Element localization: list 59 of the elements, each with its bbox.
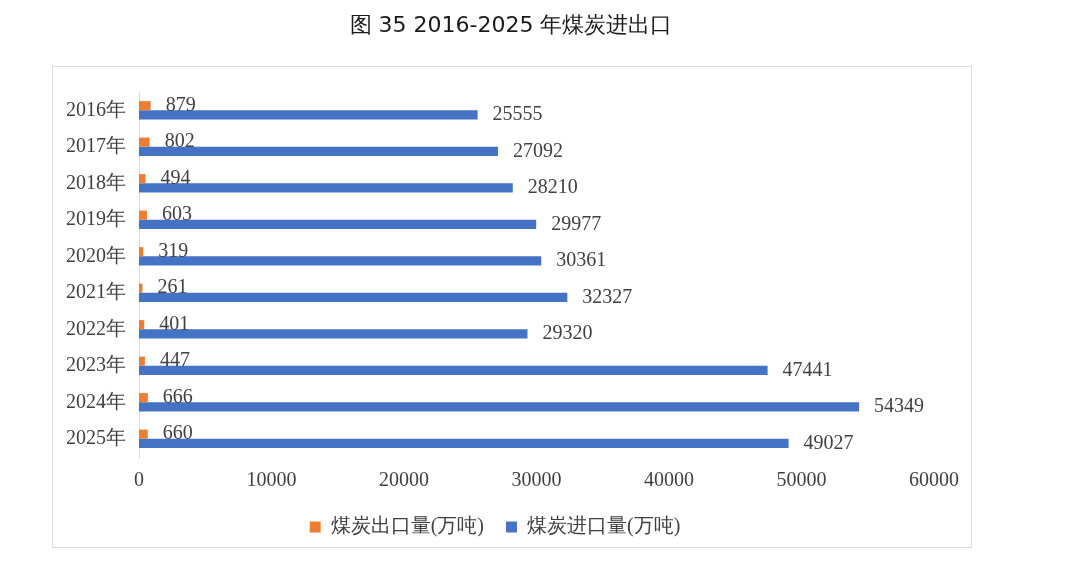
bar — [139, 393, 148, 403]
data-label: 29977 — [551, 211, 602, 234]
data-label: 54349 — [874, 394, 925, 417]
x-tick-label: 60000 — [909, 468, 959, 491]
y-tick-label: 2023年 — [66, 353, 126, 375]
data-label: 28210 — [527, 175, 578, 198]
bar — [139, 329, 528, 339]
data-label: 32327 — [582, 284, 633, 307]
bar — [139, 210, 147, 220]
bar — [139, 137, 150, 147]
bar — [139, 320, 145, 330]
y-tick-label: 2024年 — [66, 389, 126, 412]
data-label: 802 — [164, 129, 195, 152]
bar — [139, 183, 513, 193]
x-tick-label: 0 — [134, 468, 144, 491]
bar — [139, 356, 145, 366]
data-label: 401 — [159, 311, 190, 334]
bar — [139, 174, 146, 184]
y-tick-label: 2025年 — [66, 426, 126, 448]
bar — [139, 146, 498, 156]
data-label: 29320 — [542, 321, 593, 344]
data-label: 666 — [162, 384, 193, 407]
data-label: 447 — [159, 348, 190, 371]
x-tick-label: 40000 — [644, 468, 694, 491]
bar — [139, 402, 860, 412]
data-label: 603 — [161, 202, 192, 225]
chart-title: 图 35 2016-2025 年煤炭进出口 — [348, 11, 674, 39]
legend-label: 煤炭出口量(万吨) — [330, 514, 485, 538]
data-label: 49027 — [803, 430, 854, 453]
bar — [139, 219, 537, 229]
bar — [139, 101, 151, 111]
x-tick-label: 20000 — [379, 468, 429, 491]
bar — [139, 292, 568, 302]
y-tick-label: 2018年 — [66, 170, 126, 193]
bar — [139, 438, 789, 448]
bar — [139, 256, 542, 266]
y-tick-label: 2021年 — [66, 280, 126, 302]
data-label: 261 — [157, 275, 188, 298]
data-label: 660 — [162, 421, 193, 444]
data-label: 879 — [165, 92, 196, 115]
bar — [139, 365, 768, 375]
legend-label: 煤炭进口量(万吨) — [527, 514, 681, 538]
x-tick-label: 50000 — [776, 468, 827, 491]
y-tick-label: 2019年 — [66, 207, 126, 229]
data-label: 494 — [160, 165, 191, 188]
y-tick-label: 2017年 — [66, 134, 126, 156]
x-tick-label: 30000 — [511, 468, 562, 491]
data-label: 30361 — [556, 248, 607, 271]
bar — [139, 429, 148, 439]
data-label: 27092 — [512, 138, 563, 161]
data-label: 25555 — [492, 102, 543, 125]
data-label: 319 — [158, 238, 189, 261]
x-tick-label: 10000 — [246, 468, 297, 491]
data-label: 47441 — [782, 357, 833, 380]
y-tick-label: 2022年 — [66, 316, 126, 339]
y-tick-label: 2016年 — [66, 97, 126, 120]
bar — [139, 110, 478, 120]
bar — [139, 247, 144, 257]
y-tick-label: 2020年 — [66, 243, 126, 266]
